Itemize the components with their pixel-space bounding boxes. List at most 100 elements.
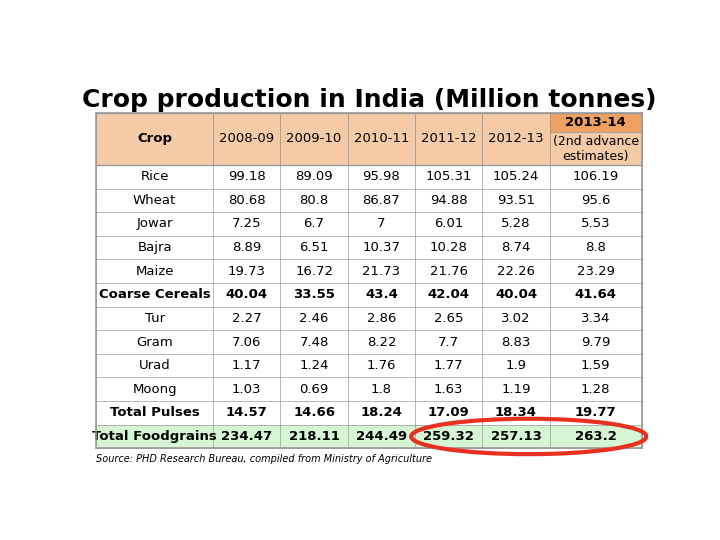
Text: 14.57: 14.57: [226, 406, 268, 420]
Bar: [96, 212, 642, 236]
Text: 5.53: 5.53: [581, 218, 611, 231]
Text: 105.24: 105.24: [493, 170, 539, 183]
Text: 6.01: 6.01: [434, 218, 464, 231]
Bar: [96, 307, 642, 330]
Text: 2012-13: 2012-13: [488, 132, 544, 145]
Text: 1.8: 1.8: [371, 383, 392, 396]
Text: Jowar: Jowar: [136, 218, 173, 231]
Text: 1.28: 1.28: [581, 383, 611, 396]
Text: 8.83: 8.83: [501, 335, 531, 348]
Text: 93.51: 93.51: [497, 194, 535, 207]
Text: 89.09: 89.09: [295, 170, 333, 183]
Text: 8.89: 8.89: [232, 241, 261, 254]
Text: 7.25: 7.25: [232, 218, 261, 231]
Bar: [96, 377, 642, 401]
Text: 1.77: 1.77: [434, 359, 464, 372]
Bar: [482, 112, 549, 165]
Text: Crop production in India (Million tonnes): Crop production in India (Million tonnes…: [82, 88, 656, 112]
Text: 19.77: 19.77: [575, 406, 616, 420]
Bar: [96, 330, 642, 354]
Text: 19.73: 19.73: [228, 265, 266, 278]
Text: 23.29: 23.29: [577, 265, 615, 278]
Text: 1.9: 1.9: [505, 359, 526, 372]
Text: 3.34: 3.34: [581, 312, 611, 325]
Text: 18.24: 18.24: [361, 406, 402, 420]
Text: 2011-12: 2011-12: [421, 132, 477, 145]
Text: 1.76: 1.76: [366, 359, 396, 372]
Text: Maize: Maize: [135, 265, 174, 278]
Text: 33.55: 33.55: [293, 288, 335, 301]
Bar: [549, 112, 642, 132]
Text: 41.64: 41.64: [575, 288, 617, 301]
Text: 18.34: 18.34: [495, 406, 537, 420]
Text: 2008-09: 2008-09: [219, 132, 274, 145]
Text: 105.31: 105.31: [426, 170, 472, 183]
Bar: [96, 188, 642, 212]
Text: 5.28: 5.28: [501, 218, 531, 231]
Text: 2.65: 2.65: [434, 312, 464, 325]
Text: (2nd advance
estimates): (2nd advance estimates): [553, 134, 639, 163]
Text: 40.04: 40.04: [495, 288, 537, 301]
Bar: [415, 112, 482, 165]
Text: 2010-11: 2010-11: [354, 132, 409, 145]
Text: 263.2: 263.2: [575, 430, 617, 443]
Text: 86.87: 86.87: [363, 194, 400, 207]
Bar: [348, 112, 415, 165]
Bar: [96, 354, 642, 377]
Text: 7.48: 7.48: [300, 335, 329, 348]
Text: 21.76: 21.76: [430, 265, 468, 278]
Text: 16.72: 16.72: [295, 265, 333, 278]
Text: 1.63: 1.63: [434, 383, 464, 396]
Text: Urad: Urad: [139, 359, 171, 372]
Text: Total Pulses: Total Pulses: [109, 406, 199, 420]
Text: 1.59: 1.59: [581, 359, 611, 372]
Text: 8.22: 8.22: [366, 335, 396, 348]
Bar: [96, 259, 642, 283]
Text: 94.88: 94.88: [430, 194, 467, 207]
Bar: [280, 112, 348, 165]
Text: 22.26: 22.26: [497, 265, 535, 278]
Text: 2.46: 2.46: [300, 312, 329, 325]
Text: Wheat: Wheat: [133, 194, 176, 207]
Text: 10.37: 10.37: [362, 241, 400, 254]
Text: 7.7: 7.7: [438, 335, 459, 348]
Text: 8.74: 8.74: [501, 241, 531, 254]
Text: 10.28: 10.28: [430, 241, 468, 254]
Text: 2.86: 2.86: [366, 312, 396, 325]
Text: Tur: Tur: [145, 312, 165, 325]
Bar: [96, 401, 642, 424]
Text: 6.7: 6.7: [304, 218, 325, 231]
Text: 218.11: 218.11: [289, 430, 340, 443]
Text: 42.04: 42.04: [428, 288, 469, 301]
Text: 2009-10: 2009-10: [287, 132, 342, 145]
Text: 244.49: 244.49: [356, 430, 407, 443]
Text: 8.8: 8.8: [585, 241, 606, 254]
Text: 2.27: 2.27: [232, 312, 261, 325]
Text: Moong: Moong: [132, 383, 177, 396]
Text: 234.47: 234.47: [221, 430, 272, 443]
Text: 80.8: 80.8: [300, 194, 329, 207]
Text: 6.51: 6.51: [300, 241, 329, 254]
Text: 1.03: 1.03: [232, 383, 261, 396]
Text: 1.17: 1.17: [232, 359, 261, 372]
Bar: [96, 165, 642, 188]
Text: 80.68: 80.68: [228, 194, 266, 207]
Text: 9.79: 9.79: [581, 335, 611, 348]
Text: 40.04: 40.04: [225, 288, 268, 301]
Text: 21.73: 21.73: [362, 265, 400, 278]
Text: 2013-14: 2013-14: [565, 116, 626, 129]
Bar: [96, 283, 642, 307]
Text: 7.06: 7.06: [232, 335, 261, 348]
Text: 95.98: 95.98: [363, 170, 400, 183]
Text: 106.19: 106.19: [572, 170, 619, 183]
Text: 7: 7: [377, 218, 386, 231]
Text: Source: PHD Research Bureau, compiled from Ministry of Agriculture: Source: PHD Research Bureau, compiled fr…: [96, 454, 432, 464]
Text: 0.69: 0.69: [300, 383, 329, 396]
Text: Crop: Crop: [137, 132, 172, 145]
Text: 95.6: 95.6: [581, 194, 611, 207]
Text: Coarse Cereals: Coarse Cereals: [99, 288, 210, 301]
Text: 43.4: 43.4: [365, 288, 398, 301]
Text: 14.66: 14.66: [293, 406, 335, 420]
Text: 1.19: 1.19: [501, 383, 531, 396]
Bar: [213, 112, 280, 165]
